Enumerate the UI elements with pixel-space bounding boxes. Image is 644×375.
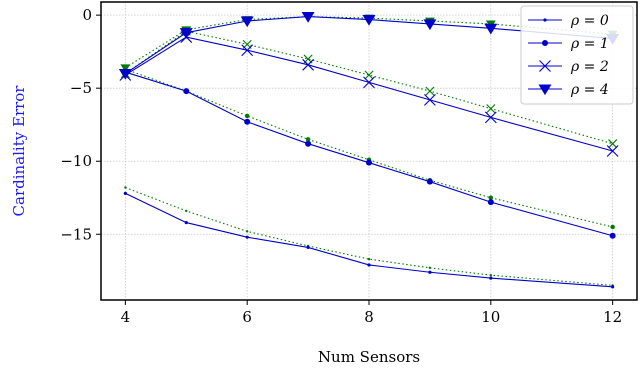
point-marker (245, 230, 249, 233)
point-marker (244, 113, 250, 119)
point-marker (538, 84, 552, 96)
point-marker (486, 104, 496, 114)
point-marker (611, 285, 615, 289)
solid-line (125, 36, 613, 152)
x-tick-label: 10 (481, 308, 500, 326)
point-marker (362, 14, 376, 26)
point-marker (606, 145, 619, 157)
legend-label: ρ = 1 (570, 36, 609, 52)
point-marker (488, 195, 494, 200)
point-marker (489, 273, 493, 277)
y-axis-label: Cardinality Error (10, 85, 28, 217)
y-tick-label: 0 (82, 6, 92, 24)
point-marker (244, 118, 251, 125)
point-marker (609, 232, 616, 239)
point-marker (487, 199, 494, 206)
point-marker (301, 12, 315, 23)
legend: ρ = 0 ρ = 1 ρ = 2 ρ = 4 (520, 5, 634, 105)
x-tick-label: 6 (242, 308, 252, 326)
point-marker (306, 245, 310, 250)
point-marker (484, 23, 498, 35)
point-marker (179, 28, 193, 39)
point-marker (425, 86, 435, 96)
dotted-line (125, 16, 613, 69)
point-marker (543, 18, 547, 22)
point-marker (184, 220, 188, 225)
y-tick-label: −10 (60, 152, 92, 170)
solid-line (125, 192, 613, 288)
point-marker (305, 137, 311, 142)
x-axis-label: Num Sensors (318, 348, 420, 366)
point-marker (428, 266, 432, 270)
x-tick-label: 12 (603, 308, 622, 326)
point-marker (305, 140, 312, 147)
point-marker (489, 276, 493, 280)
point-marker (367, 257, 371, 261)
point-marker (364, 70, 374, 80)
plot-series (118, 12, 620, 289)
axis-ticks: 4 6 8 10 12 0 −5 −10 −15 (60, 6, 622, 326)
legend-box (520, 5, 634, 105)
dotted-line (125, 30, 613, 145)
point-marker (366, 159, 372, 166)
point-marker (185, 209, 188, 213)
point-marker (424, 93, 436, 106)
point-marker (302, 58, 314, 71)
point-marker (118, 69, 132, 80)
dotted-line (125, 68, 613, 228)
point-marker (608, 139, 618, 149)
point-marker (240, 16, 254, 28)
point-marker (484, 111, 497, 124)
point-marker (241, 44, 254, 57)
point-marker (245, 235, 249, 239)
point-marker (539, 60, 551, 72)
point-marker (426, 178, 433, 185)
point-marker (610, 224, 615, 230)
point-marker (123, 191, 127, 195)
y-tick-label: −5 (70, 79, 92, 97)
solid-line (125, 16, 613, 75)
x-tick-label: 4 (121, 308, 131, 326)
legend-label: ρ = 0 (570, 13, 609, 29)
point-marker (423, 19, 437, 31)
x-tick-label: 8 (364, 308, 374, 326)
point-marker (183, 88, 190, 95)
point-marker (363, 76, 375, 89)
point-marker (120, 64, 131, 73)
legend-label: ρ = 4 (570, 82, 609, 98)
point-marker (367, 263, 371, 267)
y-tick-label: −15 (60, 225, 92, 243)
legend-label: ρ = 2 (570, 59, 609, 75)
point-marker (428, 270, 432, 274)
point-marker (542, 40, 548, 46)
point-marker (124, 186, 127, 189)
solid-line (125, 71, 613, 237)
